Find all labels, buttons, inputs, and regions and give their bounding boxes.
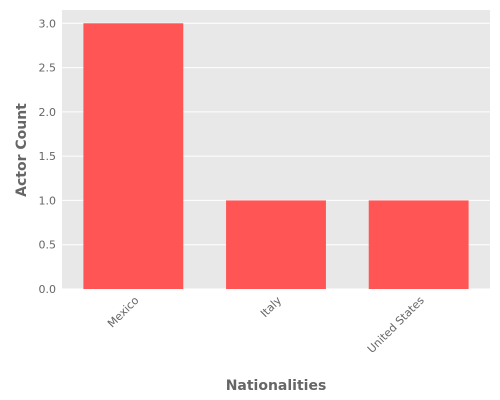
y-tick-label: 1.5	[39, 150, 57, 163]
y-axis-title: Actor Count	[14, 103, 30, 197]
bar	[368, 200, 469, 289]
y-tick-label: 0.0	[39, 283, 57, 296]
y-tick-label: 1.0	[39, 194, 57, 207]
bar	[226, 200, 326, 289]
x-tick-label: United States	[365, 294, 427, 356]
y-tick-label: 2.5	[39, 62, 57, 75]
x-axis-title: Nationalities	[226, 378, 327, 394]
x-tick-label: Italy	[258, 294, 284, 320]
y-tick-label: 2.0	[39, 106, 57, 119]
y-tick-label: 3.0	[39, 17, 57, 30]
y-tick-label: 0.5	[39, 239, 57, 252]
bar	[83, 23, 184, 290]
x-tick-label: Mexico	[105, 294, 142, 331]
